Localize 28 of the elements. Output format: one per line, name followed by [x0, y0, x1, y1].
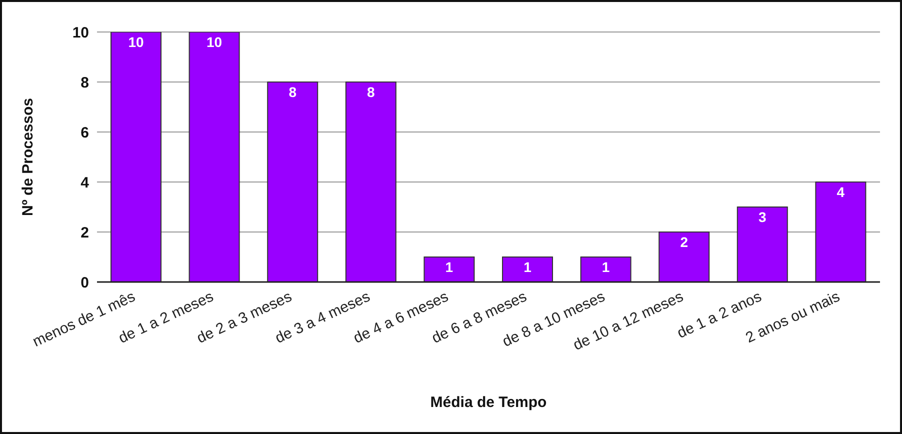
y-tick-label: 6: [80, 124, 89, 142]
bar: [502, 256, 553, 282]
y-tick-label: 2: [80, 224, 89, 242]
y-axis-title: Nº de Processos: [19, 98, 36, 216]
bar: [267, 82, 318, 282]
y-tick-label: 0: [80, 274, 89, 292]
bar: [736, 206, 788, 282]
data-label: 1: [602, 258, 610, 275]
bar: [188, 32, 240, 282]
data-label: 8: [367, 84, 375, 100]
data-label: 4: [836, 184, 845, 200]
data-label: 1: [524, 258, 532, 275]
bar: [658, 232, 710, 282]
x-axis-title: Média de Tempo: [430, 394, 547, 411]
bar: [345, 82, 396, 282]
data-label: 8: [288, 84, 297, 100]
bar: [580, 256, 632, 282]
data-label: 3: [758, 208, 766, 225]
data-label: 1: [445, 258, 454, 275]
bar: [815, 182, 866, 282]
bar: [110, 32, 162, 282]
y-tick-label: 10: [72, 24, 89, 42]
y-tick-label: 8: [80, 74, 89, 92]
y-tick-label: 4: [80, 174, 90, 192]
bar: [424, 256, 475, 282]
data-label: 10: [128, 34, 144, 50]
data-label: 10: [206, 34, 222, 50]
data-label: 2: [680, 234, 688, 250]
